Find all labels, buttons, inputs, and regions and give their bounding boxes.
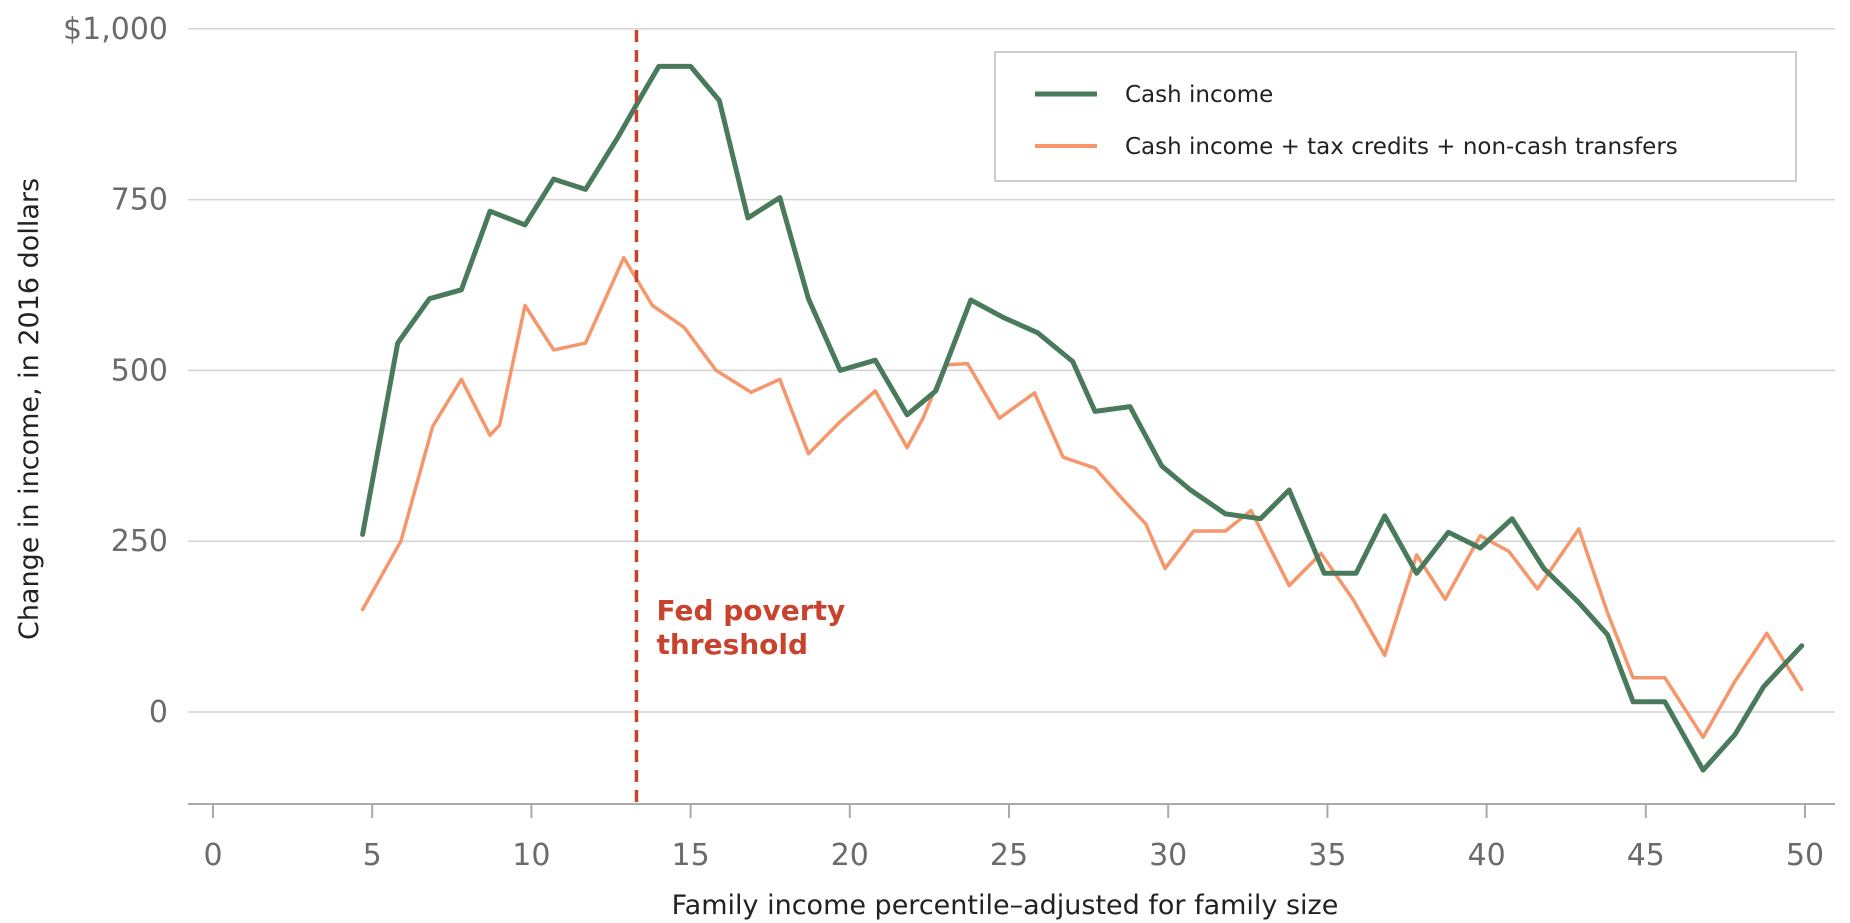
x-tick-label-30: 30 [1149,838,1187,873]
legend-box [994,51,1797,182]
y-tick-label-250: 250 [111,524,168,559]
x-tick-label-50: 50 [1786,838,1824,873]
legend-label-cash-income: Cash income [1125,82,1273,108]
x-tick-label-20: 20 [831,838,869,873]
y-tick-label-0: 0 [149,695,168,730]
y-tick-label-1000: $1,000 [63,12,168,47]
poverty-threshold-label-line-0: Fed poverty [656,594,845,627]
x-tick-label-5: 5 [363,838,382,873]
poverty-threshold-label: Fed poverty threshold [656,594,845,661]
poverty-threshold-label-line-1: threshold [656,628,808,661]
x-tick-label-10: 10 [512,838,550,873]
x-tick-label-35: 35 [1308,838,1346,873]
legend-label-cash-income-plus-transfers: Cash income + tax credits + non-cash tra… [1125,134,1678,160]
legend: Cash income Cash income + tax credits + … [994,51,1797,182]
gridlines [188,28,1835,713]
y-axis-title: Change in income, in 2016 dollars [14,178,45,640]
x-tick-label-25: 25 [990,838,1028,873]
y-tick-label-750: 750 [111,183,168,218]
series-line-cash-income [360,63,1805,773]
series-line-cash-income-plus-transfers [360,255,1804,740]
x-tick-label-0: 0 [203,838,222,873]
y-tick-label-500: 500 [111,353,168,388]
annotations: Fed poverty threshold [634,30,845,804]
x-tick-label-45: 45 [1627,838,1665,873]
x-axis-ticks: 0 5 10 15 20 25 30 35 40 45 50 [203,804,1824,873]
y-axis-ticks: 0 250 500 750 $1,000 [63,12,168,730]
x-tick-label-15: 15 [672,838,710,873]
series-lines [360,63,1805,773]
x-axis-title: Family income percentile–adjusted for fa… [672,890,1339,921]
x-tick-label-40: 40 [1468,838,1506,873]
